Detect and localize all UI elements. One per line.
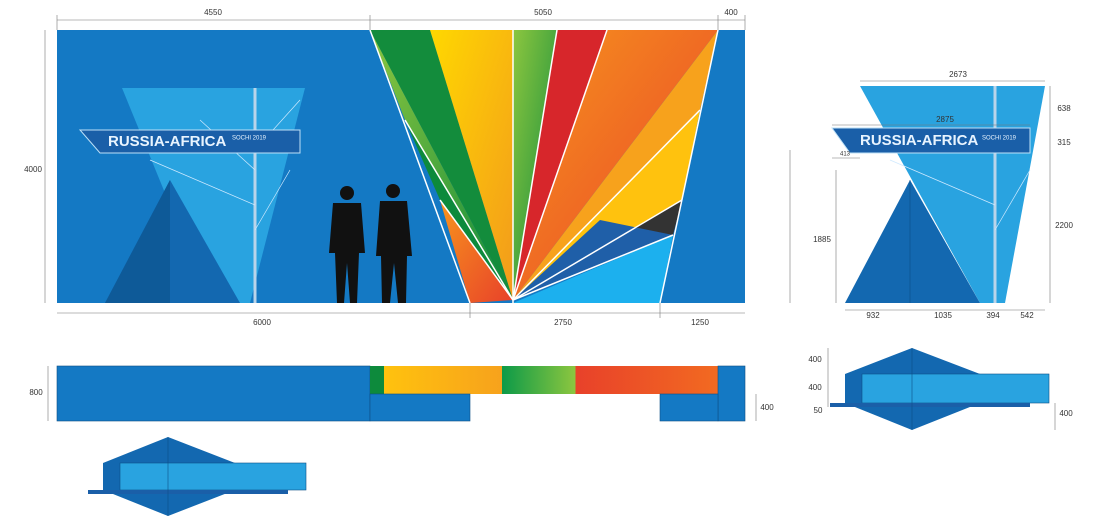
brand-name: RUSSIA-AFRICA	[108, 133, 226, 150]
shape	[830, 403, 1030, 407]
dim-label: 2750	[554, 318, 572, 327]
dim-label: 6000	[253, 318, 271, 327]
plan-view: 800 400	[29, 365, 774, 422]
shape	[512, 199, 683, 301]
shape	[512, 29, 608, 301]
shape	[994, 169, 1031, 231]
shape	[386, 184, 400, 198]
shape	[149, 159, 256, 206]
dim-label: 315	[1057, 138, 1071, 147]
shape	[404, 119, 514, 301]
shape	[370, 30, 513, 300]
shape	[717, 365, 746, 422]
shape	[513, 30, 718, 300]
shape	[105, 180, 170, 303]
shape	[512, 29, 558, 301]
dim-label: 5050	[534, 8, 552, 17]
dim-label: 800	[29, 388, 43, 397]
shape	[512, 109, 701, 301]
event-name: SOCHI 2019	[982, 136, 1017, 142]
dim-label: 400	[808, 383, 822, 392]
pylon: RUSSIA-AFRICA SOCHI 2019	[78, 88, 305, 303]
dim-label: 394	[986, 311, 1000, 320]
dim-label: 2673	[949, 70, 967, 79]
dim-label: 400	[724, 8, 738, 17]
shape	[329, 203, 365, 303]
shape	[659, 29, 719, 304]
shape	[370, 366, 718, 394]
shape	[512, 234, 674, 301]
dim-label: 400	[760, 403, 774, 412]
shape	[369, 29, 471, 304]
shape	[78, 129, 301, 154]
dim-label: 1250	[691, 318, 709, 327]
side-plan: 400 400 50 400	[808, 348, 1073, 430]
shape	[88, 490, 288, 494]
shape	[439, 199, 514, 301]
dim-label: 1035	[934, 311, 952, 320]
shape	[119, 462, 307, 491]
shape	[513, 220, 673, 300]
shape	[340, 186, 354, 200]
dim-label: 4000	[24, 165, 42, 174]
shape	[831, 127, 1031, 154]
dim-label: 638	[1057, 104, 1071, 113]
dim-label: 2875	[936, 115, 954, 124]
dim-label: 2200	[1055, 221, 1073, 230]
dim-label: 50	[814, 406, 823, 415]
side-elevation: RUSSIA-AFRICA SOCHI 2019 2673 2875 413 6…	[789, 70, 1073, 320]
shape	[845, 180, 980, 303]
dim-label: 542	[1020, 311, 1034, 320]
dim-label: 413	[840, 152, 851, 158]
shape	[861, 373, 1050, 404]
shape	[254, 169, 291, 231]
event-name: SOCHI 2019	[232, 136, 267, 142]
dim-label: 400	[1059, 409, 1073, 418]
shape	[889, 159, 996, 206]
pylon-plan	[88, 437, 307, 516]
visitors-silhouette	[329, 184, 412, 303]
shape	[376, 201, 412, 303]
dimensions: 4550 5050 400 4000 6000 2750 1250	[24, 8, 746, 327]
dim-label: 932	[866, 311, 880, 320]
brand-name: RUSSIA-AFRICA	[860, 132, 978, 149]
dimensions: 2673 2875 413 638 315 2200 1885 932 1035…	[789, 70, 1073, 320]
shape	[369, 393, 471, 422]
shape	[56, 365, 371, 422]
front-elevation: RUSSIA-AFRICA SOCHI 2019 4550 5050 400 4…	[24, 8, 746, 327]
dim-label: 1885	[813, 235, 831, 244]
color-panel	[369, 29, 719, 304]
dim-label: 400	[808, 355, 822, 364]
shape	[430, 30, 513, 300]
dim-label: 4550	[204, 8, 222, 17]
shape	[659, 393, 719, 422]
